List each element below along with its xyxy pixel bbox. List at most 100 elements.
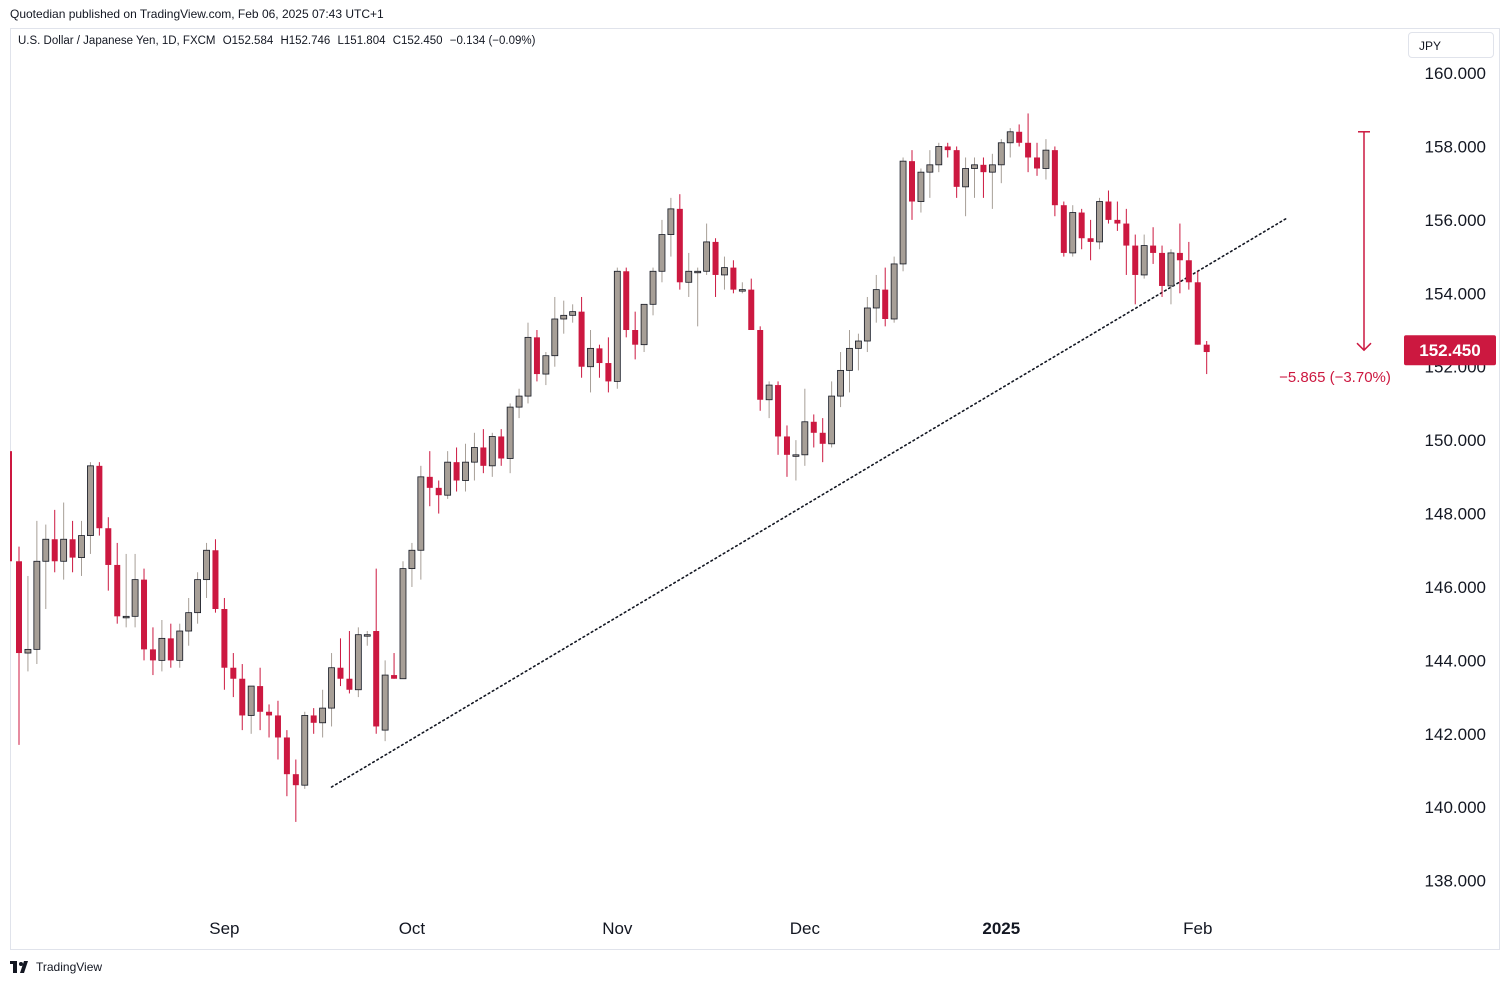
candle[interactable] — [855, 333, 862, 371]
candle[interactable] — [185, 597, 193, 646]
candle[interactable] — [346, 631, 353, 694]
candle[interactable] — [42, 524, 50, 609]
candle[interactable] — [533, 330, 540, 382]
candle[interactable] — [381, 660, 389, 742]
candle[interactable] — [980, 157, 987, 198]
candle[interactable] — [1150, 227, 1157, 264]
candle[interactable] — [292, 759, 299, 822]
candle[interactable] — [257, 667, 264, 731]
candle[interactable] — [863, 296, 871, 353]
candle[interactable] — [141, 568, 148, 661]
candle[interactable] — [909, 150, 915, 220]
candle[interactable] — [391, 653, 398, 679]
candle[interactable] — [453, 447, 460, 492]
candle[interactable] — [721, 256, 728, 290]
candle[interactable] — [667, 197, 675, 257]
candle[interactable] — [828, 381, 836, 448]
candle[interactable] — [596, 344, 603, 378]
candle[interactable] — [96, 462, 103, 536]
candle[interactable] — [899, 157, 907, 272]
candle[interactable] — [435, 480, 442, 514]
candle[interactable] — [1069, 205, 1077, 257]
candle[interactable] — [247, 685, 255, 734]
candle[interactable] — [613, 267, 621, 389]
candle[interactable] — [685, 252, 693, 297]
candle[interactable] — [194, 572, 202, 624]
candle[interactable] — [649, 267, 657, 316]
candle[interactable] — [1006, 128, 1014, 158]
candle[interactable] — [738, 282, 746, 294]
trendline-dotted[interactable] — [330, 217, 1288, 788]
candle[interactable] — [506, 403, 514, 474]
candle[interactable] — [810, 414, 817, 448]
candle[interactable] — [51, 509, 58, 573]
candle[interactable] — [765, 381, 773, 419]
candle[interactable] — [328, 653, 335, 727]
candle[interactable] — [703, 223, 711, 275]
candle[interactable] — [872, 274, 880, 323]
candle[interactable] — [962, 157, 969, 217]
price-axis[interactable]: 138.000 140.000 142.000 144.000 146.000 148.0… — [1425, 64, 1486, 891]
candle[interactable] — [890, 256, 898, 323]
candle[interactable] — [167, 623, 174, 668]
candle[interactable] — [1123, 208, 1130, 275]
candle[interactable] — [426, 451, 433, 507]
candle[interactable] — [131, 553, 139, 628]
candle[interactable] — [498, 429, 505, 466]
candle[interactable] — [944, 142, 951, 158]
candle[interactable] — [337, 638, 344, 687]
candle[interactable] — [1114, 201, 1121, 231]
candle[interactable] — [605, 337, 612, 393]
candle[interactable] — [408, 542, 416, 587]
candle[interactable] — [1034, 142, 1041, 176]
candle[interactable] — [971, 157, 978, 198]
candle[interactable] — [203, 542, 210, 598]
candle[interactable] — [122, 553, 130, 628]
candle[interactable] — [69, 520, 76, 573]
candle[interactable] — [551, 296, 559, 367]
candle[interactable] — [775, 381, 782, 455]
candle[interactable] — [578, 296, 585, 378]
candle[interactable] — [221, 597, 228, 690]
candle[interactable] — [1194, 271, 1201, 345]
candle[interactable] — [640, 303, 648, 353]
candle[interactable] — [212, 539, 219, 613]
candle[interactable] — [239, 664, 246, 731]
candle[interactable] — [1140, 234, 1148, 279]
candle[interactable] — [569, 304, 577, 323]
candle[interactable] — [819, 418, 826, 463]
candle[interactable] — [846, 330, 853, 393]
candle[interactable] — [587, 330, 594, 393]
candle[interactable] — [524, 322, 532, 404]
candle[interactable] — [757, 326, 764, 411]
candle[interactable] — [712, 238, 719, 297]
candle[interactable] — [1051, 146, 1058, 217]
candle[interactable] — [488, 432, 496, 477]
candle[interactable] — [997, 139, 1005, 184]
candle[interactable] — [471, 432, 478, 481]
symbol-name[interactable]: U.S. Dollar / Japanese Yen, 1D, FXCM — [18, 35, 216, 47]
candle[interactable] — [1185, 241, 1192, 290]
candle[interactable] — [114, 542, 121, 624]
candle[interactable] — [417, 465, 425, 580]
candle[interactable] — [542, 352, 550, 386]
candle[interactable] — [274, 700, 281, 760]
candle[interactable] — [1096, 197, 1103, 250]
candle[interactable] — [801, 388, 809, 466]
candle[interactable] — [560, 300, 568, 334]
candle[interactable] — [632, 311, 639, 360]
candle[interactable] — [935, 142, 943, 173]
candle[interactable] — [792, 440, 800, 481]
candle[interactable] — [158, 620, 166, 672]
candle[interactable] — [33, 520, 41, 665]
candle[interactable] — [1167, 249, 1175, 305]
currency-label[interactable]: JPY — [1408, 32, 1494, 58]
candle[interactable] — [837, 352, 844, 408]
candle[interactable] — [176, 623, 184, 668]
candle[interactable] — [363, 631, 371, 646]
last-price-badge[interactable] — [1404, 335, 1496, 366]
candle[interactable] — [882, 267, 889, 327]
candle[interactable] — [1025, 113, 1032, 173]
candle[interactable] — [1203, 341, 1210, 375]
